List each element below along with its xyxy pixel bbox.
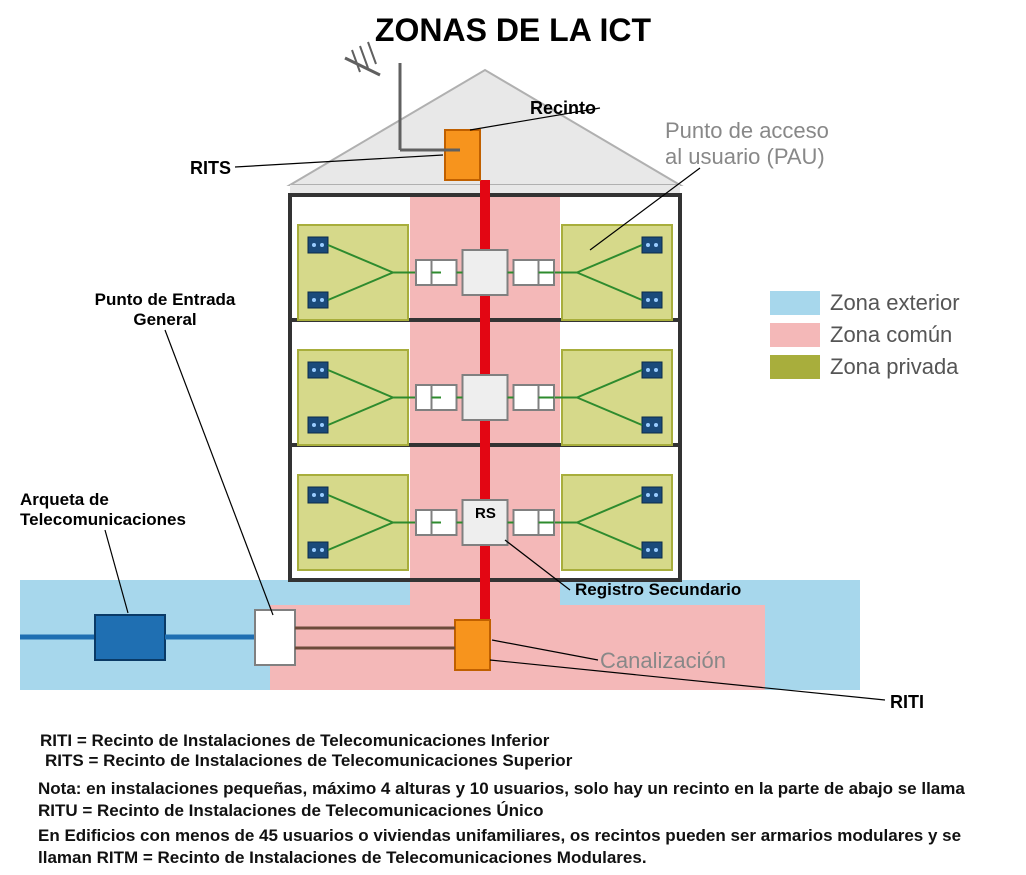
- label-rits: RITS: [190, 158, 231, 179]
- label-arqueta-2: Telecomunicaciones: [20, 510, 186, 530]
- label-pau-2: al usuario (PAU): [665, 144, 825, 170]
- label-riti: RITI: [890, 692, 924, 713]
- swatch-comun: [770, 323, 820, 347]
- diagram-stage: ZONAS DE LA ICT Recinto RITS Punto de ac…: [0, 0, 1026, 875]
- label-peg-2: General: [80, 310, 250, 330]
- label-peg-1: Punto de Entrada: [80, 290, 250, 310]
- legend-row-exterior: Zona exterior: [770, 290, 960, 316]
- note-rits: RITS = Recinto de Instalaciones de Telec…: [45, 750, 985, 772]
- label-arqueta-1: Arqueta de: [20, 490, 109, 510]
- note-riti: RITI = Recinto de Instalaciones de Telec…: [40, 730, 980, 752]
- legend-row-privada: Zona privada: [770, 354, 960, 380]
- swatch-exterior: [770, 291, 820, 315]
- legend-label-comun: Zona común: [830, 322, 952, 348]
- swatch-privada: [770, 355, 820, 379]
- legend: Zona exterior Zona común Zona privada: [770, 290, 960, 386]
- label-rs: RS: [475, 505, 496, 522]
- label-canalizacion: Canalización: [600, 648, 726, 674]
- note-ritu: Nota: en instalaciones pequeñas, máximo …: [38, 778, 988, 822]
- legend-label-exterior: Zona exterior: [830, 290, 960, 316]
- label-reg-sec: Registro Secundario: [575, 580, 741, 600]
- note-ritm: En Edificios con menos de 45 usuarios o …: [38, 825, 998, 869]
- legend-label-privada: Zona privada: [830, 354, 958, 380]
- label-pau-1: Punto de acceso: [665, 118, 829, 144]
- label-recinto: Recinto: [530, 98, 596, 119]
- legend-row-comun: Zona común: [770, 322, 960, 348]
